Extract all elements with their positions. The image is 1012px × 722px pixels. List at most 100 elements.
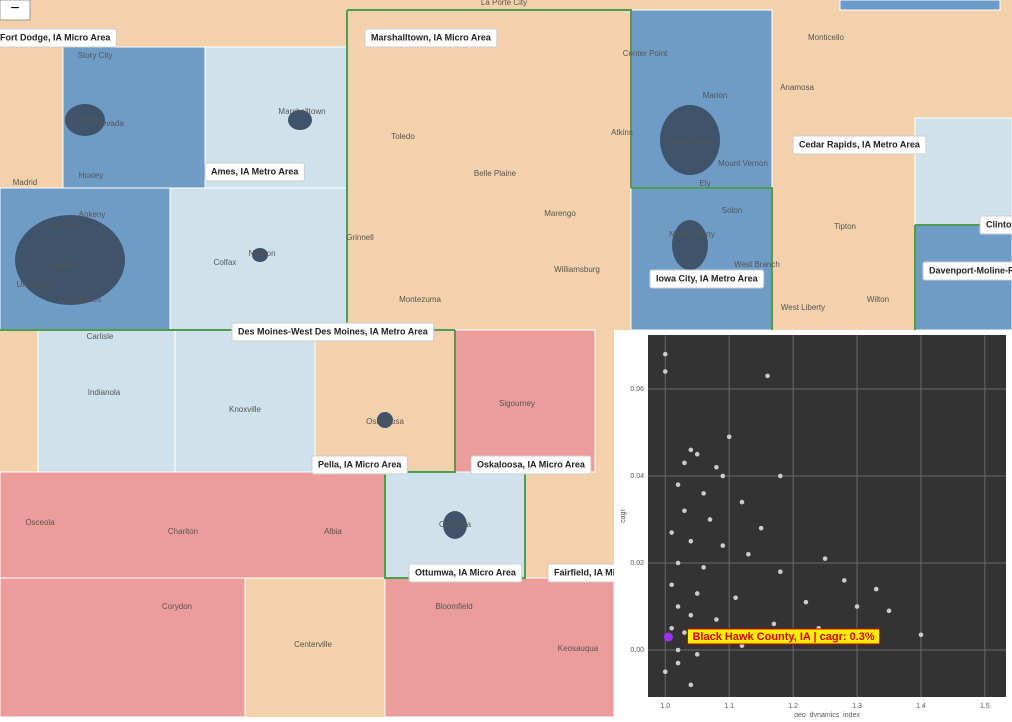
- x-tick-label: 1.2: [788, 703, 798, 710]
- point: [746, 551, 751, 557]
- point: [669, 625, 674, 631]
- point: [720, 543, 726, 548]
- town-label: Keosauqua: [558, 644, 599, 653]
- point: [688, 538, 694, 544]
- town-label: Polk City: [46, 221, 78, 230]
- point: [771, 621, 777, 627]
- point: [739, 499, 745, 505]
- zoom-out-button[interactable]: [0, 0, 31, 21]
- area-label: Pella, IA Micro Area: [318, 459, 402, 469]
- area-label: Clinton, IA Micro Area: [986, 219, 1012, 229]
- point: [873, 586, 879, 592]
- area-label: Marshalltown, IA Micro Area: [371, 32, 492, 42]
- y-axis-label: cagr: [620, 509, 627, 523]
- area-label-box: [649, 269, 765, 289]
- point: [669, 530, 674, 535]
- town-label: Carlisle: [87, 332, 114, 341]
- point: [778, 569, 783, 574]
- point: [778, 473, 783, 479]
- point: [739, 643, 745, 648]
- town-label: Knoxville: [229, 405, 262, 414]
- town-label: Ames: [78, 115, 98, 124]
- point: [726, 434, 732, 440]
- town-label: Solon: [722, 206, 742, 215]
- area-label: Cedar Rapids, IA Metro Area: [799, 139, 921, 149]
- area-label: Fort Dodge, IA Micro Area: [0, 32, 111, 42]
- point: [675, 647, 681, 653]
- point: [694, 451, 700, 457]
- town-label: Huxley: [79, 171, 103, 180]
- town-label: Story City: [78, 51, 113, 60]
- town-label: Urbandale: [17, 280, 54, 289]
- zoom-control[interactable]: −: [0, 0, 31, 21]
- area-label-box: [364, 28, 498, 48]
- area-label-box: [0, 28, 117, 48]
- area-label-box: [231, 322, 435, 342]
- point: [822, 556, 828, 561]
- point: [701, 565, 706, 570]
- area-label: Iowa City, IA Metro Area: [656, 273, 759, 283]
- urban-areas: [15, 104, 720, 539]
- point: [714, 617, 719, 622]
- area-label-box: [311, 455, 408, 475]
- point: [714, 464, 719, 470]
- town-label: Marshalltown: [278, 107, 325, 116]
- point: [669, 582, 674, 588]
- point: [854, 604, 860, 609]
- area-label: Ames, IA Metro Area: [211, 166, 299, 176]
- point: [720, 473, 726, 479]
- point: [682, 460, 687, 466]
- town-label: Centerville: [294, 640, 332, 649]
- area-label-box: [470, 455, 592, 475]
- annotation: Black Hawk County, IA | cagr: 0.3%: [692, 631, 874, 643]
- point: [688, 612, 694, 618]
- area-label-box: [792, 135, 927, 155]
- area-label: Davenport-Moline-Rock Island, IA-IL Metr…: [929, 265, 1012, 275]
- point: [765, 373, 770, 379]
- point: [758, 525, 764, 531]
- town-label: Center Point: [623, 49, 668, 58]
- point: [662, 351, 668, 357]
- town-label: La Porte City: [481, 0, 527, 7]
- zoom-out-label[interactable]: −: [10, 0, 19, 17]
- town-label: Indianola: [88, 388, 121, 397]
- point: [688, 447, 694, 453]
- y-tick-label: 0.00: [630, 647, 644, 654]
- town-label: Cedar Rapids: [666, 137, 715, 146]
- point: [803, 599, 809, 605]
- town-label: Corydon: [162, 602, 192, 611]
- town-label: Wilton: [867, 295, 889, 304]
- scatter-inset: cagr geo_dynamics_index 1.0 1.1 1.2 1.3 1.4 1…: [614, 330, 1012, 719]
- town-label: Albia: [324, 527, 342, 536]
- point: [733, 595, 738, 601]
- point: [886, 608, 892, 614]
- point: [675, 560, 681, 566]
- area-label: Des Moines-West Des Moines, IA Metro Are…: [238, 326, 429, 336]
- town-label: Colfax: [214, 258, 237, 267]
- area-label: Fairfield, IA Micro Area: [554, 567, 652, 577]
- town-label: Bloomfield: [435, 602, 472, 611]
- town-label: Montezuma: [399, 295, 441, 304]
- point: [682, 630, 687, 635]
- area-label-box: [204, 162, 305, 182]
- x-axis-label: geo_dynamics_index: [794, 712, 860, 717]
- town-label: Marengo: [544, 209, 576, 218]
- x-tick-label: 1.1: [724, 703, 734, 710]
- town-label: Nevada: [96, 119, 124, 128]
- town-label: North Liberty: [669, 230, 715, 239]
- town-label: Belle Plaine: [474, 169, 517, 178]
- town-label: Grinnell: [346, 233, 374, 242]
- town-label: Sigourney: [499, 399, 535, 408]
- point: [675, 660, 681, 666]
- x-tick-label: 1.0: [660, 703, 670, 710]
- town-label: Anamosa: [780, 83, 814, 92]
- town-label: Tipton: [834, 222, 856, 231]
- town-label: Ankeny: [79, 210, 106, 219]
- point: [682, 508, 687, 514]
- highlight-point: [663, 632, 673, 642]
- area-borders: [0, 9, 1012, 579]
- point: [662, 369, 668, 374]
